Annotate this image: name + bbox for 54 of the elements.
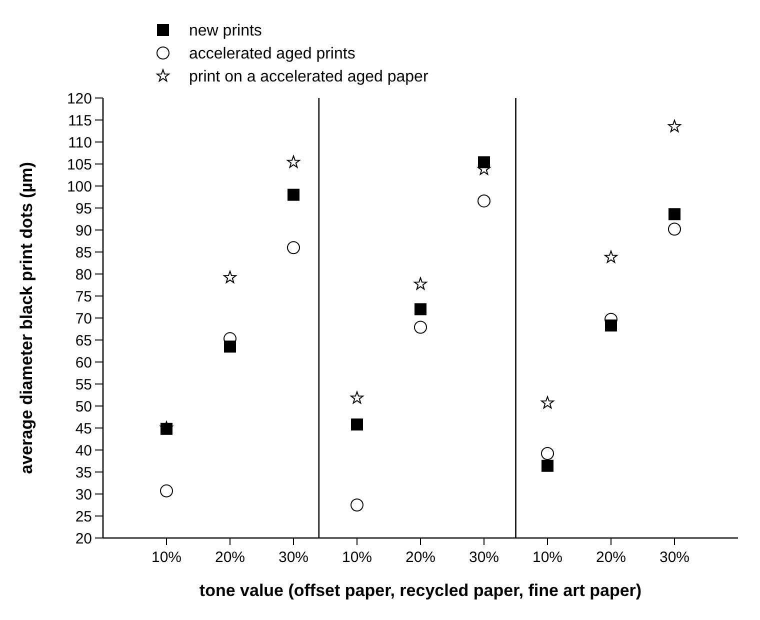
y-tick-label: 115 bbox=[68, 112, 92, 130]
y-tick-label: 105 bbox=[66, 156, 92, 174]
y-tick-label: 80 bbox=[75, 266, 92, 284]
point bbox=[160, 484, 173, 498]
x-tick-label: 20% bbox=[596, 549, 626, 566]
y-tick-label: 95 bbox=[75, 200, 92, 218]
point bbox=[351, 418, 363, 430]
y-tick-label: 25 bbox=[75, 508, 92, 526]
x-tick-label: 10% bbox=[532, 549, 563, 566]
point bbox=[478, 194, 490, 208]
y-tick-label: 75 bbox=[75, 288, 92, 306]
y-tick-label: 35 bbox=[75, 464, 92, 482]
y-tick-label: 60 bbox=[75, 354, 92, 372]
y-tick-label: 40 bbox=[75, 442, 92, 460]
point bbox=[541, 447, 554, 460]
legend-label: new prints bbox=[189, 22, 262, 40]
point bbox=[604, 250, 618, 263]
point bbox=[414, 320, 427, 334]
point bbox=[668, 208, 680, 220]
point bbox=[541, 396, 554, 409]
point bbox=[287, 155, 300, 168]
x-tick-label: 10% bbox=[342, 549, 372, 566]
point bbox=[414, 277, 427, 290]
y-tick-label: 55 bbox=[75, 376, 92, 394]
legend-label: print on a accelerated aged paper bbox=[189, 68, 429, 86]
point bbox=[350, 498, 364, 512]
legend-label: accelerated aged prints bbox=[189, 46, 356, 63]
point bbox=[287, 241, 300, 254]
x-tick-label: 30% bbox=[278, 549, 309, 566]
point bbox=[668, 222, 681, 236]
point bbox=[668, 120, 681, 132]
y-tick-label: 70 bbox=[75, 310, 92, 328]
y-axis-title: average diameter black print dots (µm) bbox=[17, 162, 36, 474]
point bbox=[288, 188, 300, 201]
x-axis-title: tone value (offset paper, recycled paper, fine art paper) bbox=[199, 581, 642, 600]
y-tick-label: 30 bbox=[75, 486, 92, 504]
y-tick-label: 90 bbox=[75, 222, 92, 240]
x-tick-label: 10% bbox=[151, 549, 182, 566]
y-tick-label: 50 bbox=[75, 398, 92, 416]
y-tick-label: 45 bbox=[75, 420, 92, 438]
point bbox=[542, 460, 554, 472]
y-tick-label: 20 bbox=[75, 530, 92, 548]
y-tick-label: 85 bbox=[75, 244, 92, 262]
y-tick-label: 110 bbox=[68, 134, 92, 152]
x-tick-label: 20% bbox=[214, 549, 246, 566]
y-tick-label: 100 bbox=[66, 178, 92, 196]
x-tick-label: 30% bbox=[468, 549, 500, 566]
y-tick-label: 65 bbox=[75, 332, 92, 350]
point bbox=[414, 303, 426, 316]
x-tick-label: 20% bbox=[405, 549, 436, 566]
y-tick-label: 120 bbox=[66, 90, 92, 108]
point bbox=[224, 270, 236, 284]
x-tick-label: 30% bbox=[659, 549, 690, 566]
point bbox=[350, 391, 364, 404]
